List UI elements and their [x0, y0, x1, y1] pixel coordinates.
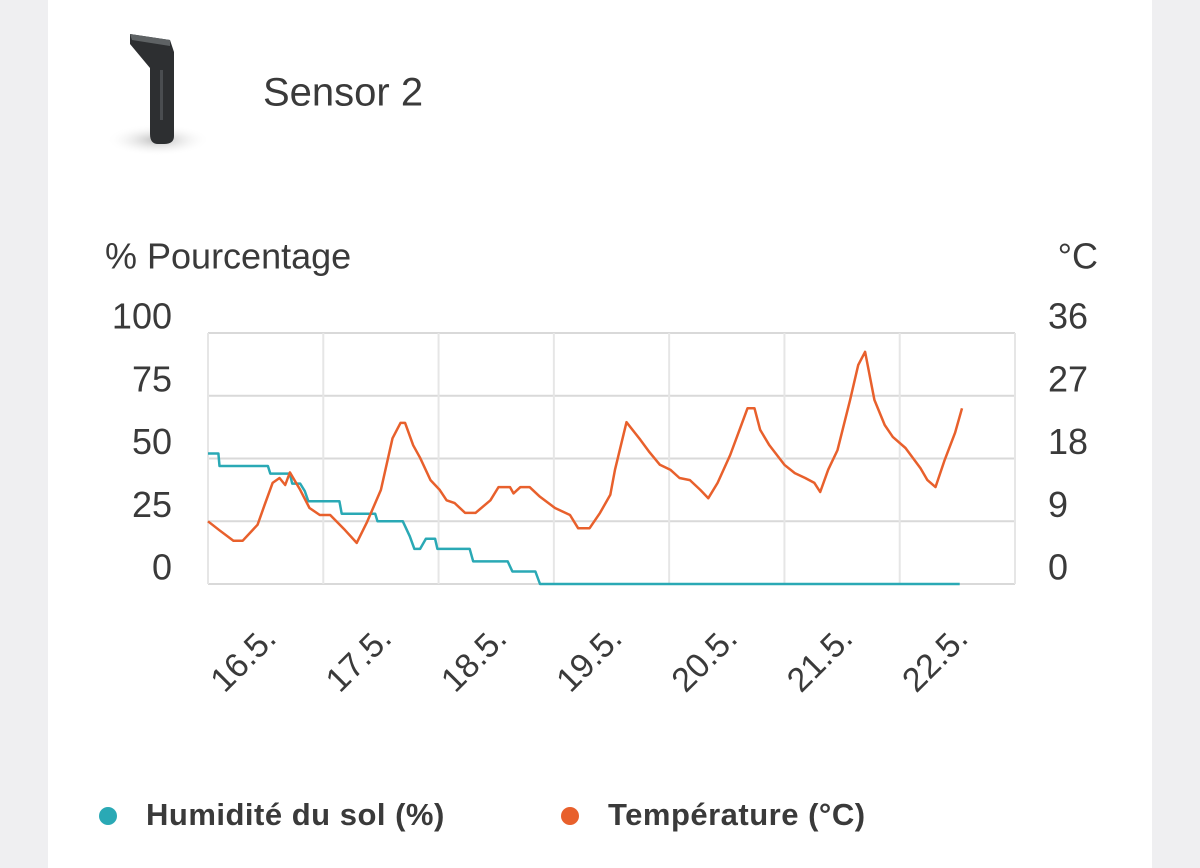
y2-tick-label: 27 — [1048, 358, 1088, 399]
y2-tick-label: 18 — [1048, 421, 1088, 462]
sensor-image — [106, 34, 210, 156]
x-tick-label: 17.5. — [319, 619, 399, 699]
grid: 0 25 50 75 100 0 9 18 27 36 16.5. 17.5. 18.5. 19.5. 20… — [112, 296, 1088, 700]
legend-marker — [561, 807, 579, 825]
y2-axis-title: °C — [1058, 236, 1098, 277]
x-tick-label: 22.5. — [895, 619, 975, 699]
y2-tick-label: 9 — [1048, 484, 1068, 525]
y2-tick-label: 0 — [1048, 547, 1068, 588]
card — [48, 0, 1152, 868]
legend-label: Humidité du sol (%) — [146, 797, 445, 832]
x-tick-label: 18.5. — [434, 619, 514, 699]
sensor-title: Sensor 2 — [263, 71, 423, 115]
x-tick-label: 21.5. — [780, 619, 860, 699]
x-tick-label: 20.5. — [664, 619, 744, 699]
y-tick-label: 25 — [132, 484, 172, 525]
y2-tick-label: 36 — [1048, 296, 1088, 337]
y-axis-title: % Pourcentage — [105, 236, 351, 277]
legend: Humidité du sol (%) Température (°C) — [99, 797, 866, 832]
y-tick-label: 50 — [132, 421, 172, 462]
series-line — [208, 452, 960, 586]
plot — [207, 350, 964, 586]
legend-marker — [99, 807, 117, 825]
y-tick-label: 0 — [152, 547, 172, 588]
x-tick-label: 19.5. — [549, 619, 629, 699]
y-tick-label: 100 — [112, 296, 172, 337]
x-tick-label: 16.5. — [203, 619, 283, 699]
y-tick-label: 75 — [132, 358, 172, 399]
series-line — [207, 350, 964, 545]
legend-label: Température (°C) — [608, 797, 866, 832]
